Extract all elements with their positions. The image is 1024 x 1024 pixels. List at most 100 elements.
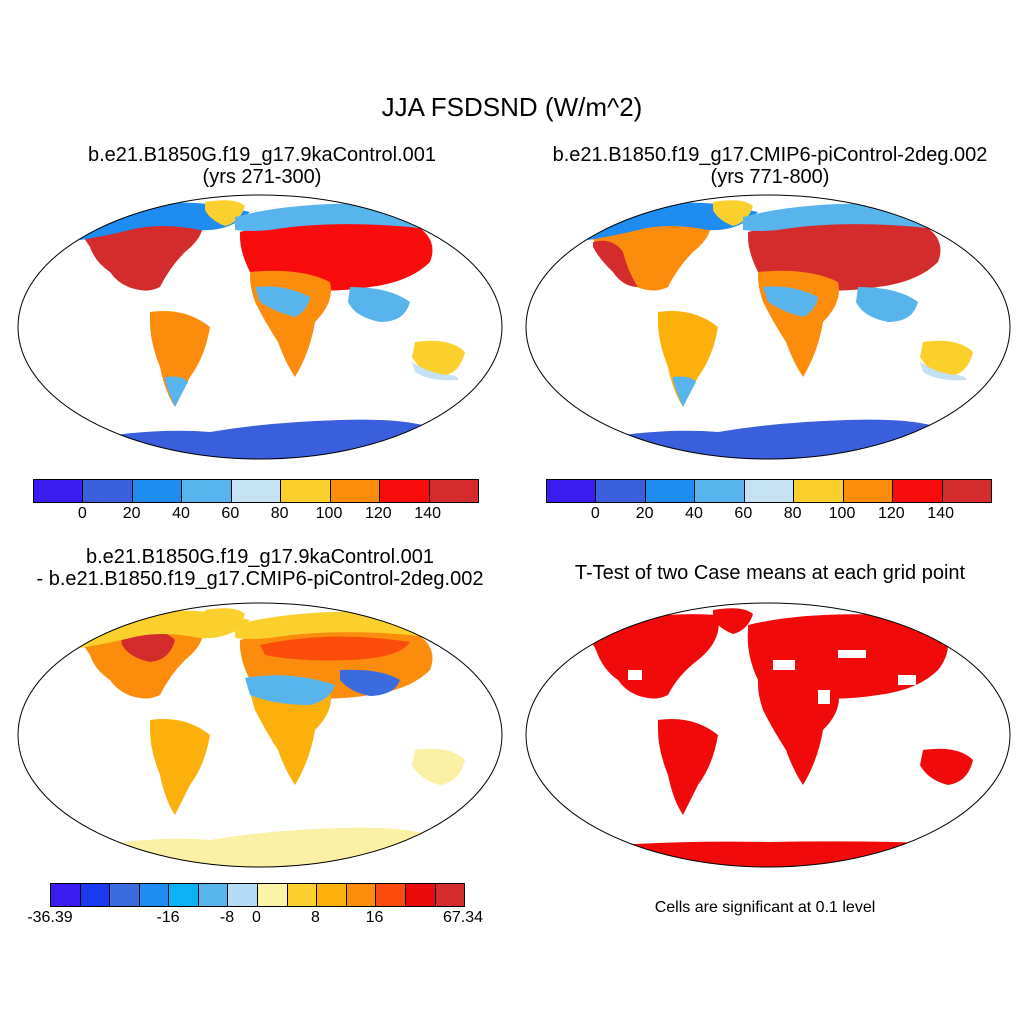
panel-1-title: b.e21.B1850G.f19_g17.9kaControl.001 (yrs… [22,144,502,188]
colorbar-box [169,884,199,906]
colorbar-tick-label: 8 [311,909,320,926]
colorbar-box [843,480,894,502]
colorbar-tick-label: 80 [270,505,289,522]
main-title: JJA FSDSND (W/m^2) [381,92,643,122]
significance-note: Cells are significant at 0.1 level [654,899,876,916]
colorbar-box [182,480,232,502]
africa-center-shape [255,286,310,317]
australia-shape [412,340,465,377]
colorbar-box [346,884,377,906]
non-significant-cell [773,660,795,670]
panel-2-title: b.e21.B1850.f19_g17.CMIP6-piControl-2deg… [514,144,1024,188]
south-america-tip-shape [673,376,696,407]
non-significant-cell [898,675,916,685]
colorbar-tick-label: 80 [783,505,802,522]
colorbar-box [330,480,381,502]
colorbar-box [794,480,844,502]
map-panel-2 [525,194,1011,460]
colorbar-box [228,884,259,906]
colorbar-box [80,884,111,906]
colorbar-box [380,480,430,502]
map-panel-3 [17,602,503,868]
colorbar-tick-label: 120 [877,505,905,522]
colorbar-tick-label: 0 [590,505,600,522]
colorbar-box [139,884,170,906]
north-america-west-shape [593,240,638,287]
colorbar-box [51,884,81,906]
map-3-outline [17,602,503,868]
australia-shape [412,748,465,785]
panel-2-title-line1: b.e21.B1850.f19_g17.CMIP6-piControl-2deg… [552,144,988,166]
colorbar-tick-label: 140 [927,505,955,522]
colorbar-box [596,480,646,502]
colorbar-tick-label: 67.34 [442,909,484,926]
colorbar-box [695,480,745,502]
asia-south-shape [348,287,410,322]
colorbar-box [547,480,597,502]
colorbar-box [744,480,795,502]
colorbar-box [376,884,406,906]
colorbar-box [435,884,465,906]
colorbar-tick-label: -8 [219,909,235,926]
australia-coast-shape [412,362,459,381]
colorbar-box [34,480,84,502]
colorbar-tick-label: 120 [364,505,392,522]
antarctica-shape [70,827,460,867]
colorbar-tick-label: 20 [635,505,654,522]
colorbar-box [83,480,133,502]
north-america-shape [588,614,719,699]
colorbar-box [317,884,347,906]
colorbar-box [645,480,696,502]
colorbar-tick-label: 100 [315,505,343,522]
colorbar-tick-label: 0 [77,505,87,522]
antarctica-shape [70,419,460,459]
africa-shape [250,678,331,785]
map-panel-4 [525,602,1011,868]
sahara-shape [245,675,335,705]
south-america-shape [658,719,718,815]
non-significant-cell [628,670,642,680]
colorbar-box [893,480,943,502]
non-significant-cell [838,650,866,658]
colorbar-box [132,480,183,502]
colorbar-box [405,884,436,906]
south-america-shape [150,311,210,407]
panel-1-title-line1: b.e21.B1850G.f19_g17.9kaControl.001 [87,144,437,166]
eurasia-hotspot-shape [260,636,410,661]
colorbar-tick-label: 20 [122,505,141,522]
colorbar-tick-label: 60 [221,505,240,522]
colorbar-box [231,480,282,502]
map-4-outline [525,602,1011,868]
asia-south-shape [340,669,400,696]
panel-3-title-line1: b.e21.B1850G.f19_g17.9kaControl.001 [85,546,435,568]
colorbar-tick-label: 16 [365,909,384,926]
map-1-outline [17,194,503,460]
colorbar-box [258,884,288,906]
australia-coast-shape [920,362,967,381]
colorbar-panel-3 [50,883,465,907]
colorbar-tick-label: 140 [414,505,442,522]
australia-shape [920,340,973,377]
colorbar-box [110,884,140,906]
colorbar-tick-label: -16 [156,909,180,926]
colorbar-tick-label: 0 [252,909,261,926]
asia-south-shape [856,287,918,322]
africa-center-shape [763,286,818,317]
colorbar-tick-label: -36.39 [27,909,73,926]
antarctica-shape [578,419,968,459]
map-panel-1 [17,194,503,460]
panel-3-title: b.e21.B1850G.f19_g17.9kaControl.001 - b.… [0,546,540,590]
colorbar-tick-label: 100 [828,505,856,522]
non-significant-cell [818,690,830,704]
panel-2-title-line2: (yrs 771-800) [710,166,830,188]
colorbar-box [198,884,229,906]
map-2-outline [525,194,1011,460]
greenland-shape [713,608,753,634]
colorbar-box [429,480,478,502]
africa-shape [758,678,839,785]
south-america-shape [150,719,210,815]
colorbar-tick-label: 60 [734,505,753,522]
south-america-tip-shape [165,376,188,407]
panel-3-title-line2: - b.e21.B1850.f19_g17.CMIP6-piControl-2d… [36,568,484,590]
colorbar-tick-label: 40 [172,505,190,522]
